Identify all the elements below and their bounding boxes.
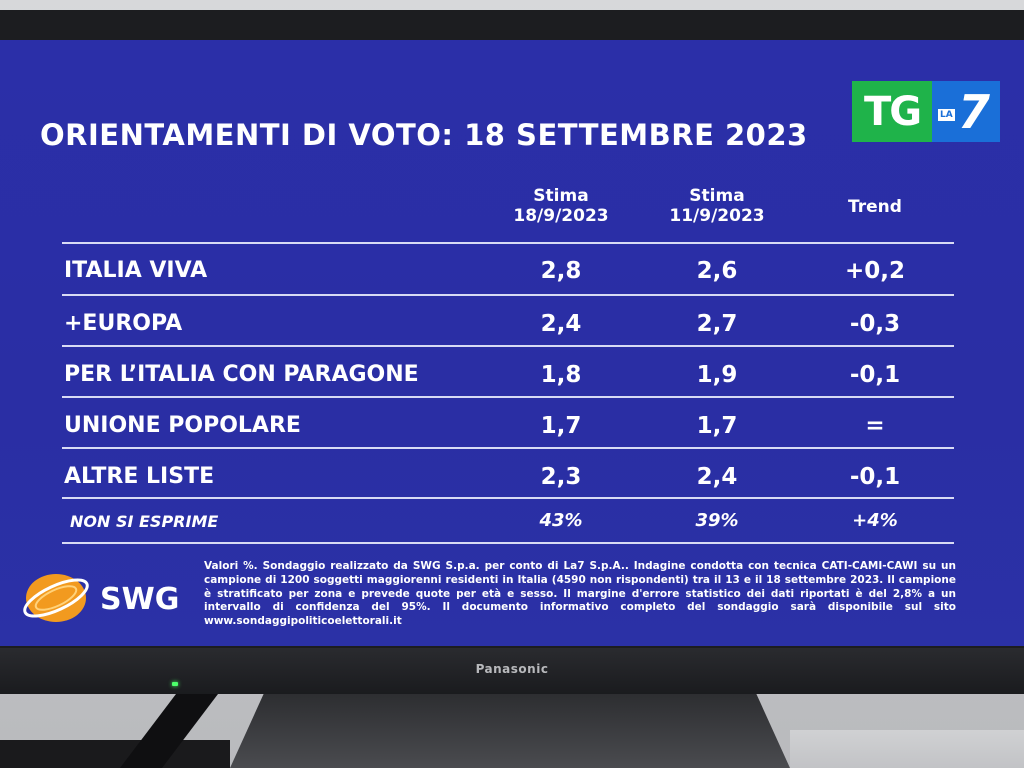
row-value-trend: -0,1 [849, 362, 901, 388]
tv-screen: TG LA 7 ORIENTAMENTI DI VOTO: 18 SETTEMB… [0, 40, 1024, 646]
row-value-stima-18: 2,4 [540, 311, 582, 337]
shelf [0, 740, 230, 768]
row-value-stima-11: 39% [695, 510, 739, 531]
power-led [172, 682, 178, 686]
table-divider [62, 542, 954, 544]
row-value-stima-18: 2,8 [540, 258, 582, 284]
row-value-trend: -0,1 [849, 464, 901, 490]
row-value-trend: -0,3 [849, 311, 901, 337]
column-header-line: Stima [533, 186, 589, 206]
methodology-note: Valori %. Sondaggio realizzato da SWG S.… [204, 560, 956, 628]
row-label: PER L’ITALIA CON PARAGONE [64, 362, 419, 387]
column-header-line: Stima [689, 186, 745, 206]
tv-brand: Panasonic [475, 662, 549, 676]
column-header-line: 11/9/2023 [669, 206, 765, 226]
tg-logo: TG [852, 81, 932, 142]
la7-logo: LA 7 [932, 81, 1000, 142]
table-divider [62, 294, 954, 296]
row-value-stima-18: 2,3 [540, 464, 582, 490]
row-value-trend: +0,2 [844, 258, 905, 284]
row-value-stima-11: 1,7 [696, 413, 738, 439]
row-label: ALTRE LISTE [64, 464, 215, 489]
column-header-stima-11: Stima 11/9/2023 [642, 186, 792, 226]
swg-globe-icon [23, 574, 89, 622]
table-divider [62, 497, 954, 499]
row-value-stima-18: 1,8 [540, 362, 582, 388]
row-value-trend: +4% [852, 510, 898, 531]
tv-stand [230, 694, 790, 768]
column-header-trend: Trend [800, 197, 950, 217]
row-label: ITALIA VIVA [64, 258, 208, 283]
la7-logo-seven: 7 [958, 85, 991, 139]
row-value-trend: = [865, 413, 885, 439]
swg-logo-text: SWG [100, 582, 180, 617]
column-header-stima-18: Stima 18/9/2023 [486, 186, 636, 226]
page-title: ORIENTAMENTI DI VOTO: 18 SETTEMBRE 2023 [40, 118, 808, 152]
la7-logo-la: LA [938, 109, 955, 121]
table-divider [62, 447, 954, 449]
column-header-line: 18/9/2023 [513, 206, 609, 226]
row-value-stima-11: 2,7 [696, 311, 738, 337]
row-label: UNIONE POPOLARE [64, 413, 301, 438]
column-header-line: Trend [848, 197, 902, 217]
table-divider [62, 345, 954, 347]
row-value-stima-11: 1,9 [696, 362, 738, 388]
row-value-stima-18: 1,7 [540, 413, 582, 439]
row-label: +EUROPA [64, 311, 183, 336]
row-value-stima-11: 2,4 [696, 464, 738, 490]
table-divider [62, 242, 954, 244]
table-divider [62, 396, 954, 398]
row-label: NON SI ESPRIME [70, 512, 219, 531]
row-value-stima-11: 2,6 [696, 258, 738, 284]
row-value-stima-18: 43% [539, 510, 583, 531]
side-surface [790, 730, 1024, 768]
tv-bottom-frame [0, 648, 1024, 694]
